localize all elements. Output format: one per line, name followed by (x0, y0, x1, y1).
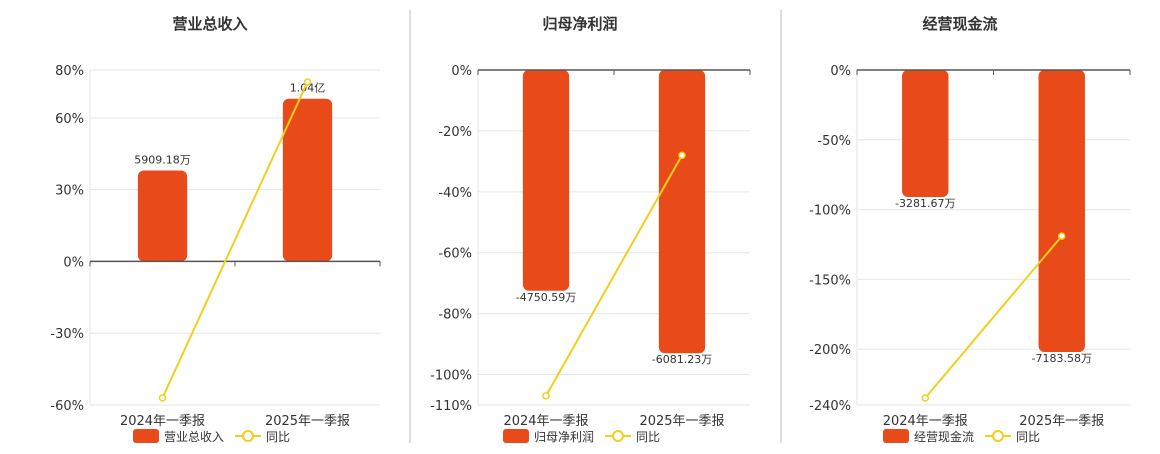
legend-label-bar: 营业总收入 (164, 430, 224, 444)
yoy-point (921, 394, 929, 402)
x-category-label: 2025年一季报 (639, 414, 724, 429)
y-tick-label: -150% (809, 273, 851, 288)
y-tick-label: -100% (430, 369, 472, 384)
x-category-label: 2024年一季报 (883, 414, 968, 429)
legend-label-line: 同比 (266, 430, 290, 444)
legend: 经营现金流 同比 (883, 429, 1040, 444)
y-tick-label: -100% (809, 204, 851, 219)
bar (658, 70, 706, 354)
legend-swatch-bar (883, 429, 909, 443)
y-tick-label: 30% (55, 184, 84, 199)
x-category-label: 2024年一季报 (503, 414, 588, 429)
bar-data-label: 5909.18万 (134, 154, 191, 167)
bar (1038, 70, 1085, 352)
legend-swatch-marker (992, 430, 1004, 442)
legend: 营业总收入 同比 (133, 429, 290, 444)
legend-swatch-marker (612, 430, 624, 442)
bar (282, 98, 333, 262)
bar (902, 70, 949, 198)
legend-label-line: 同比 (1016, 430, 1040, 444)
chart-panel-2: 归母净利润 0% -20% -40% -60% -80% -100% -110% -4750.5… (430, 15, 751, 444)
legend: 归母净利润 同比 (503, 429, 660, 444)
y-tick-label: -200% (809, 343, 851, 358)
legend-label-bar: 归母净利润 (534, 430, 594, 444)
chart-title: 归母净利润 (542, 15, 617, 33)
yoy-line (545, 154, 683, 397)
bar-data-label: 1.04亿 (290, 82, 326, 95)
y-tick-label: -30% (50, 327, 84, 342)
legend-label-line: 同比 (636, 430, 660, 444)
legend-label-bar: 经营现金流 (914, 429, 974, 444)
y-tick-label: 0% (830, 64, 851, 79)
bar-data-label: -7183.58万 (1032, 352, 1092, 365)
y-tick-label: -60% (50, 399, 84, 414)
chart-panel-3: 经营现金流 0% -50% -100% -150% -200% -240% -3281.67万… (809, 15, 1131, 444)
y-tick-label: -110% (430, 399, 472, 414)
y-tick-label: -80% (438, 308, 472, 323)
x-category-label: 2025年一季报 (265, 414, 350, 429)
chart-title: 营业总收入 (172, 15, 247, 33)
y-tick-label: -40% (438, 186, 472, 201)
bar-data-label: -3281.67万 (895, 197, 955, 210)
chart-panel-1: 营业总收入 80% 60% 30% 0% -30% -60% 5909.18万 1.04亿 202… (50, 15, 381, 444)
yoy-point (542, 392, 550, 400)
chart-title: 经营现金流 (922, 15, 997, 33)
x-category-label: 2025年一季报 (1019, 414, 1104, 429)
bar (137, 170, 188, 262)
bar (522, 70, 570, 291)
legend-swatch-bar (503, 429, 529, 443)
legend-swatch-marker (242, 430, 254, 442)
yoy-line (161, 81, 309, 399)
y-tick-label: -240% (809, 399, 851, 414)
yoy-point (1058, 232, 1066, 240)
yoy-line (924, 235, 1063, 399)
y-tick-label: -60% (438, 247, 472, 262)
y-tick-label: 0% (451, 64, 472, 79)
bar-data-label: -6081.23万 (652, 353, 712, 366)
y-tick-label: 80% (55, 64, 84, 79)
yoy-point (678, 151, 686, 160)
y-tick-label: -20% (438, 125, 472, 140)
y-tick-label: 60% (55, 112, 84, 127)
yoy-point (158, 394, 167, 402)
y-tick-label: 0% (63, 255, 84, 270)
x-category-label: 2024年一季报 (120, 414, 205, 429)
yoy-point (303, 78, 312, 86)
bar-data-label: -4750.59万 (516, 291, 576, 304)
legend-swatch-bar (133, 429, 159, 443)
y-tick-label: -50% (817, 134, 851, 149)
